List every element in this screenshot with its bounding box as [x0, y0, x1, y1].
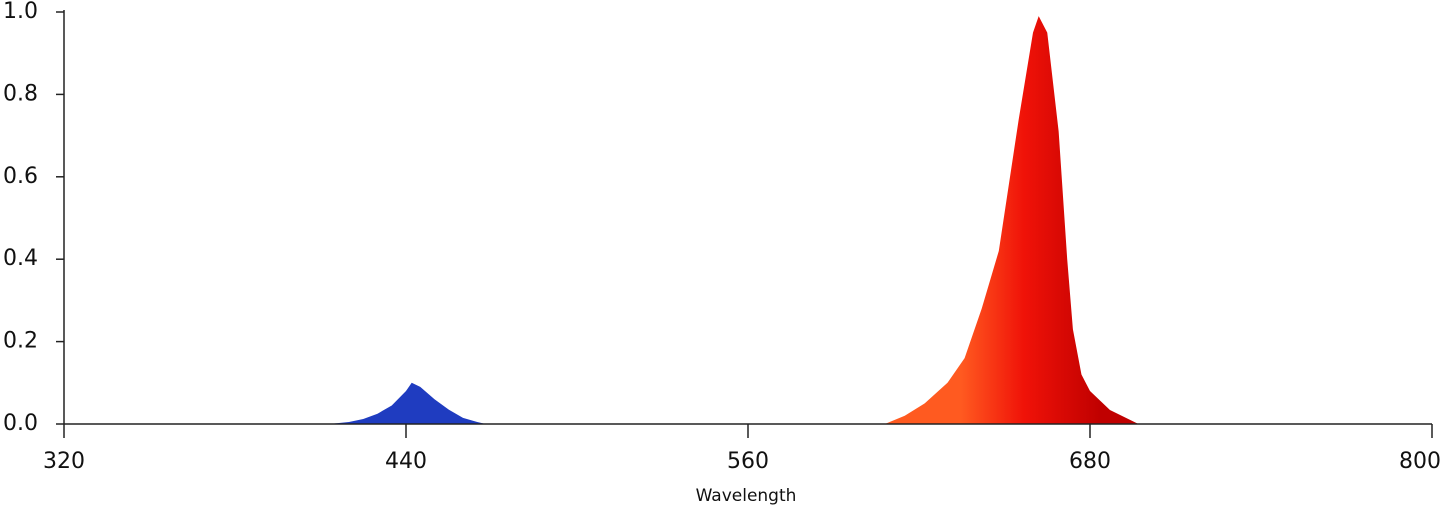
spectrum-area [884, 16, 1139, 425]
y-tick-label: 0.6 [3, 164, 38, 189]
x-tick-label: 560 [727, 449, 769, 474]
y-tick-label: 1.0 [3, 0, 38, 24]
x-tick-label: 440 [385, 449, 427, 474]
y-tick-label: 0.2 [3, 329, 38, 354]
y-tick-label: 0.8 [3, 81, 38, 106]
y-tick-label: 0.4 [3, 246, 38, 271]
x-tick-label: 800 [1399, 449, 1441, 474]
spectrum-area [329, 382, 486, 424]
x-tick-label: 680 [1069, 449, 1111, 474]
x-axis-label: Wavelength [696, 486, 797, 506]
y-tick-label: 0.0 [3, 411, 38, 436]
x-tick-label: 320 [43, 449, 85, 474]
